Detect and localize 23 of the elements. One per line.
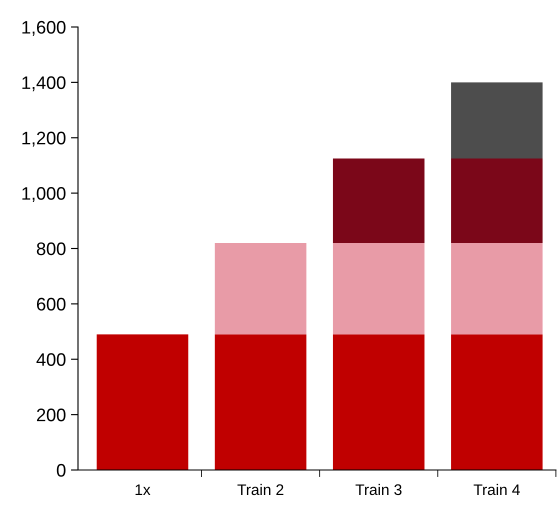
x-tick-label: Train 3 xyxy=(356,484,402,496)
bar xyxy=(214,242,306,334)
y-tick-label: 1,400 xyxy=(22,76,66,92)
y-tick-label: 200 xyxy=(36,408,66,422)
bar xyxy=(214,334,306,470)
bar xyxy=(451,158,543,243)
bar xyxy=(451,334,543,470)
y-tick-label: 0 xyxy=(56,464,66,477)
y-tick-label: 1,200 xyxy=(22,132,66,147)
bar xyxy=(96,334,188,470)
bar xyxy=(332,334,424,470)
y-tick-label: 1,600 xyxy=(22,20,66,36)
x-tick-label: Train 2 xyxy=(237,484,284,496)
y-tick-label: 600 xyxy=(36,298,66,311)
x-tick-label: 1x xyxy=(136,484,150,495)
bar xyxy=(332,242,424,334)
x-tick-label: Train 4 xyxy=(474,484,520,496)
bar xyxy=(451,242,543,334)
bar xyxy=(451,82,543,159)
bar xyxy=(332,158,424,243)
y-tick-label: 800 xyxy=(36,242,66,256)
y-tick-label: 1,000 xyxy=(22,187,66,202)
y-tick-label: 400 xyxy=(36,353,66,366)
